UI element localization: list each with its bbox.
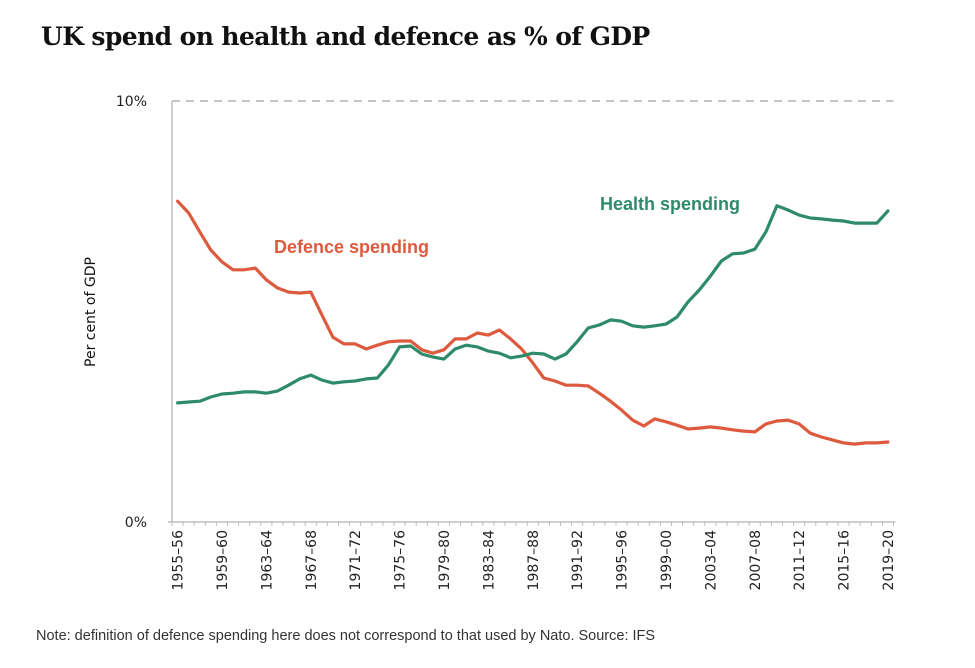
y-tick-labels: 0% 10%	[116, 94, 147, 531]
x-tick-label: 1987–88	[526, 530, 542, 590]
x-tick-labels: 1955–56 1959–60 1963–64 1967–68 1971–72 1975–…	[171, 530, 897, 591]
x-tick-label: 1991–92	[570, 530, 586, 590]
x-tick-label: 2007–08	[748, 530, 764, 590]
health-series-label: Health spending	[600, 194, 740, 214]
axes	[168, 101, 896, 526]
x-tick-label: 1979–80	[437, 530, 453, 590]
defence-spending-line	[176, 199, 890, 446]
x-tick-label: 1955–56	[171, 530, 187, 591]
x-tick-label: 2011–12	[792, 530, 808, 590]
y-tick-label: 0%	[125, 515, 147, 531]
series-lines	[176, 199, 890, 446]
x-tick-label: 1959–60	[215, 530, 231, 590]
x-tick-label: 1971–72	[348, 530, 364, 590]
x-tick-label: 1995–96	[615, 530, 631, 591]
chart-title: UK spend on health and defence as % of G…	[41, 22, 650, 51]
x-tick-label: 2015–16	[837, 530, 853, 591]
x-tick-label: 1975–76	[393, 530, 409, 591]
health-spending-line	[176, 204, 890, 405]
x-tick-label: 1967–68	[304, 530, 320, 590]
x-tick-label: 2003–04	[703, 530, 719, 591]
x-tick-label: 1963–64	[259, 530, 275, 591]
x-tick-label: 2019–20	[881, 530, 897, 590]
y-tick-label: 10%	[116, 94, 147, 110]
x-tick-label: 1999–00	[659, 530, 675, 590]
health-data-points	[177, 205, 888, 403]
y-axis-title: Per cent of GDP	[83, 257, 99, 367]
source-note: Note: definition of defence spending her…	[36, 628, 656, 644]
defence-data-points	[177, 201, 888, 445]
x-tick-label: 1983–84	[481, 530, 497, 591]
defence-series-label: Defence spending	[274, 237, 429, 257]
